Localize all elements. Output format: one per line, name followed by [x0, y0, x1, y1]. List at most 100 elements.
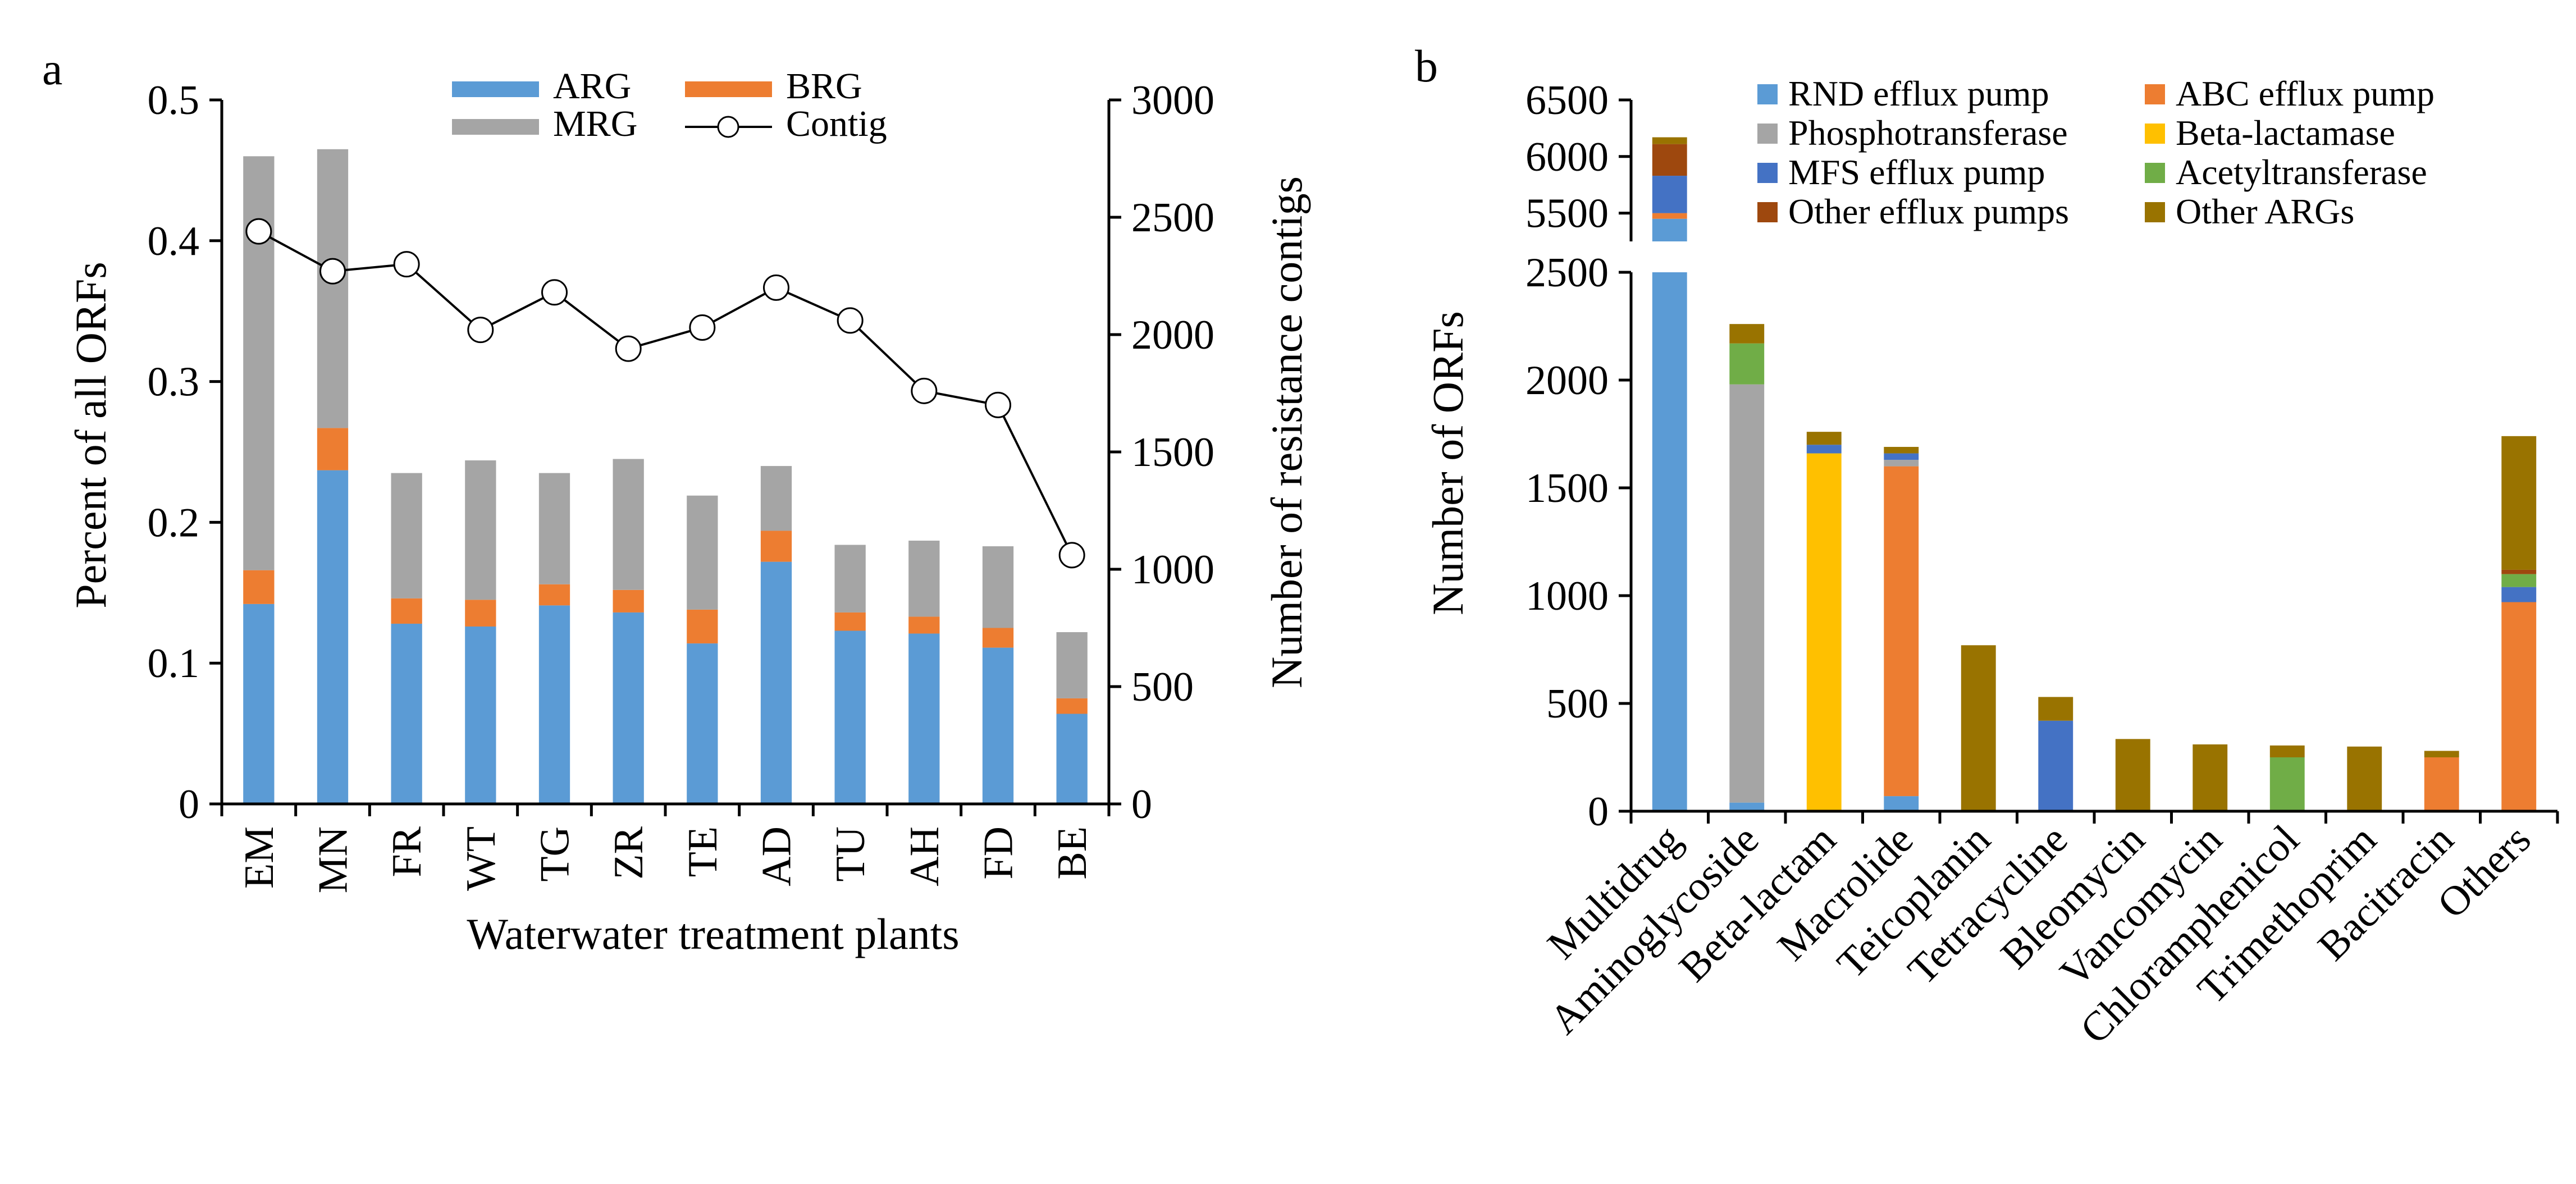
panel-a-y2-axis-label: Number of resistance contigs: [1262, 176, 1311, 688]
y-tick-label: 0.3: [148, 359, 200, 405]
contig-point-tg: [541, 279, 568, 306]
bar-brg-ah: [908, 616, 940, 634]
bar-rnd-efflux-pump-multidrug: [1652, 272, 1687, 811]
legend-label-acetyltransferase: Acetyltransferase: [2176, 152, 2427, 192]
legend-swatch-phosphotransferase: [1757, 124, 1778, 144]
contig-point-te: [689, 314, 716, 341]
bar-mrg-fd: [982, 546, 1014, 628]
panel-a-contig-line: [245, 218, 1085, 569]
y2-tick-label: 2000: [1131, 312, 1214, 358]
y2-tick-label: 1500: [1131, 429, 1214, 476]
bar-brg-em: [243, 570, 275, 604]
bar-other-args-bleomycin: [2115, 739, 2150, 811]
bar-arg-mn: [317, 470, 349, 804]
bar-arg-tg: [538, 605, 570, 804]
y2-tick-label: 2500: [1131, 195, 1214, 241]
legend-label-other-args: Other ARGs: [2176, 191, 2354, 231]
bar-arg-tu: [834, 630, 866, 804]
legend-label-abc-efflux-pump: ABC efflux pump: [2176, 74, 2435, 113]
bar-acetyltransferase-others: [2501, 574, 2537, 587]
bar-other-args-macrolide: [1884, 447, 1919, 454]
bar-brg-tu: [834, 612, 866, 631]
panel-a-x-axis-label: Waterwater treatment plants: [467, 909, 959, 958]
bar-phosphotransferase-aminoglycoside: [1729, 384, 1765, 803]
contig-point-be: [1058, 542, 1085, 569]
y-tick-label: 2000: [1525, 358, 1609, 404]
legend-label-beta-lactamase: Beta-lactamase: [2176, 113, 2395, 153]
x-tick-label: EM: [236, 826, 282, 889]
legend-swatch-other-efflux-pumps: [1757, 202, 1778, 222]
bar-brg-zr: [613, 589, 644, 612]
bar-rnd-efflux-pump-macrolide: [1884, 796, 1919, 811]
x-tick-label: TG: [532, 826, 578, 882]
contig-point-ad: [763, 274, 789, 301]
contig-point-tu: [837, 307, 864, 334]
x-tick-label: TE: [680, 826, 726, 877]
y2-tick-label: 500: [1131, 664, 1194, 710]
bar-arg-ad: [760, 561, 792, 804]
x-tick-label: TU: [828, 826, 874, 882]
y2-tick-label: 0: [1131, 781, 1152, 828]
bar-mrg-zr: [613, 459, 644, 590]
panel-a-axes: 0 0.1 0.2 0.3 0.4 0.5 0 500 1000 1500 2000 2500 3000…: [148, 77, 1215, 893]
bar-abc-efflux-pump-others: [2501, 602, 2537, 811]
y-tick-label: 0: [179, 781, 199, 828]
bar-mrg-ah: [908, 541, 940, 617]
y-tick-label: 500: [1546, 681, 1609, 727]
y-tick-label: 0.2: [148, 500, 200, 546]
bar-acetyltransferase-chloramphenicol: [2269, 757, 2305, 811]
bar-beta-lactamase-beta-lactam: [1806, 453, 1842, 811]
panel-b-legend: RND efflux pump ABC efflux pump Phosphotra…: [1757, 74, 2435, 231]
bar-mrg-tg: [538, 473, 570, 584]
bar-other-args-others: [2501, 436, 2537, 570]
y-tick-label-upper: 6500: [1525, 77, 1609, 124]
legend-swatch-rnd-efflux-pump: [1757, 84, 1778, 104]
contig-point-ah: [911, 377, 938, 404]
x-tick-label: AH: [902, 826, 948, 886]
bar-mrg-be: [1056, 632, 1088, 698]
bar-brg-tg: [538, 584, 570, 606]
panel-b-bars: [1652, 137, 2537, 811]
y-tick-label: 1000: [1525, 573, 1609, 619]
contig-point-em: [245, 218, 272, 245]
bar-mfs-efflux-pump-beta-lactam: [1806, 445, 1842, 454]
y2-tick-label: 3000: [1131, 77, 1214, 124]
bar-other-args-chloramphenicol: [2269, 745, 2305, 757]
legend-label-brg: BRG: [786, 66, 862, 107]
panel-a: a 0 0.1 0.2 0.3 0.4 0.5 0 500 1000 1500 2000 2500 30…: [42, 43, 1311, 958]
contig-point-wt: [467, 317, 494, 344]
y-tick-label-upper: 5500: [1525, 191, 1609, 237]
legend-swatch-mrg: [452, 119, 539, 135]
bar-acetyltransferase-aminoglycoside: [1729, 343, 1765, 385]
bar-mfs-efflux-pump-others: [2501, 587, 2537, 602]
x-tick-label: FD: [976, 826, 1022, 880]
bar-brg-be: [1056, 698, 1088, 714]
legend-swatch-arg: [452, 81, 539, 97]
bar-other-args-bacitracin: [2424, 751, 2459, 757]
bar-rnd-efflux-pump-aminoglycoside: [1729, 802, 1765, 811]
panel-a-legend: ARG BRG MRG Contig: [452, 66, 887, 144]
bar-mrg-wt: [465, 460, 496, 600]
bar-mfs-efflux-pump-macrolide: [1884, 453, 1919, 460]
bar-mrg-ad: [760, 466, 792, 531]
legend-swatch-abc-efflux-pump: [2145, 84, 2165, 104]
bar-mrg-mn: [317, 149, 349, 428]
bar-mrg-fr: [391, 473, 422, 598]
y-tick-label: 0.4: [148, 218, 200, 264]
legend-marker-contig: [717, 116, 739, 138]
contig-point-mn: [319, 258, 346, 285]
bar-other-args-trimethoprim: [2347, 746, 2382, 811]
bar-other-args-teicoplanin: [1961, 645, 1996, 811]
panel-a-label: a: [42, 43, 62, 94]
bar-other-efflux-pumps-multidrug-upper: [1652, 144, 1687, 176]
bar-arg-zr: [613, 612, 644, 804]
panel-a-bars: [243, 149, 1088, 804]
contig-point-fd: [985, 391, 1011, 418]
bar-arg-em: [243, 604, 275, 804]
bar-other-efflux-pumps-others: [2501, 569, 2537, 574]
contig-point-fr: [393, 251, 420, 278]
y-tick-label: 0: [1588, 789, 1609, 835]
legend-swatch-other-args: [2145, 202, 2165, 222]
bar-arg-te: [687, 643, 718, 804]
